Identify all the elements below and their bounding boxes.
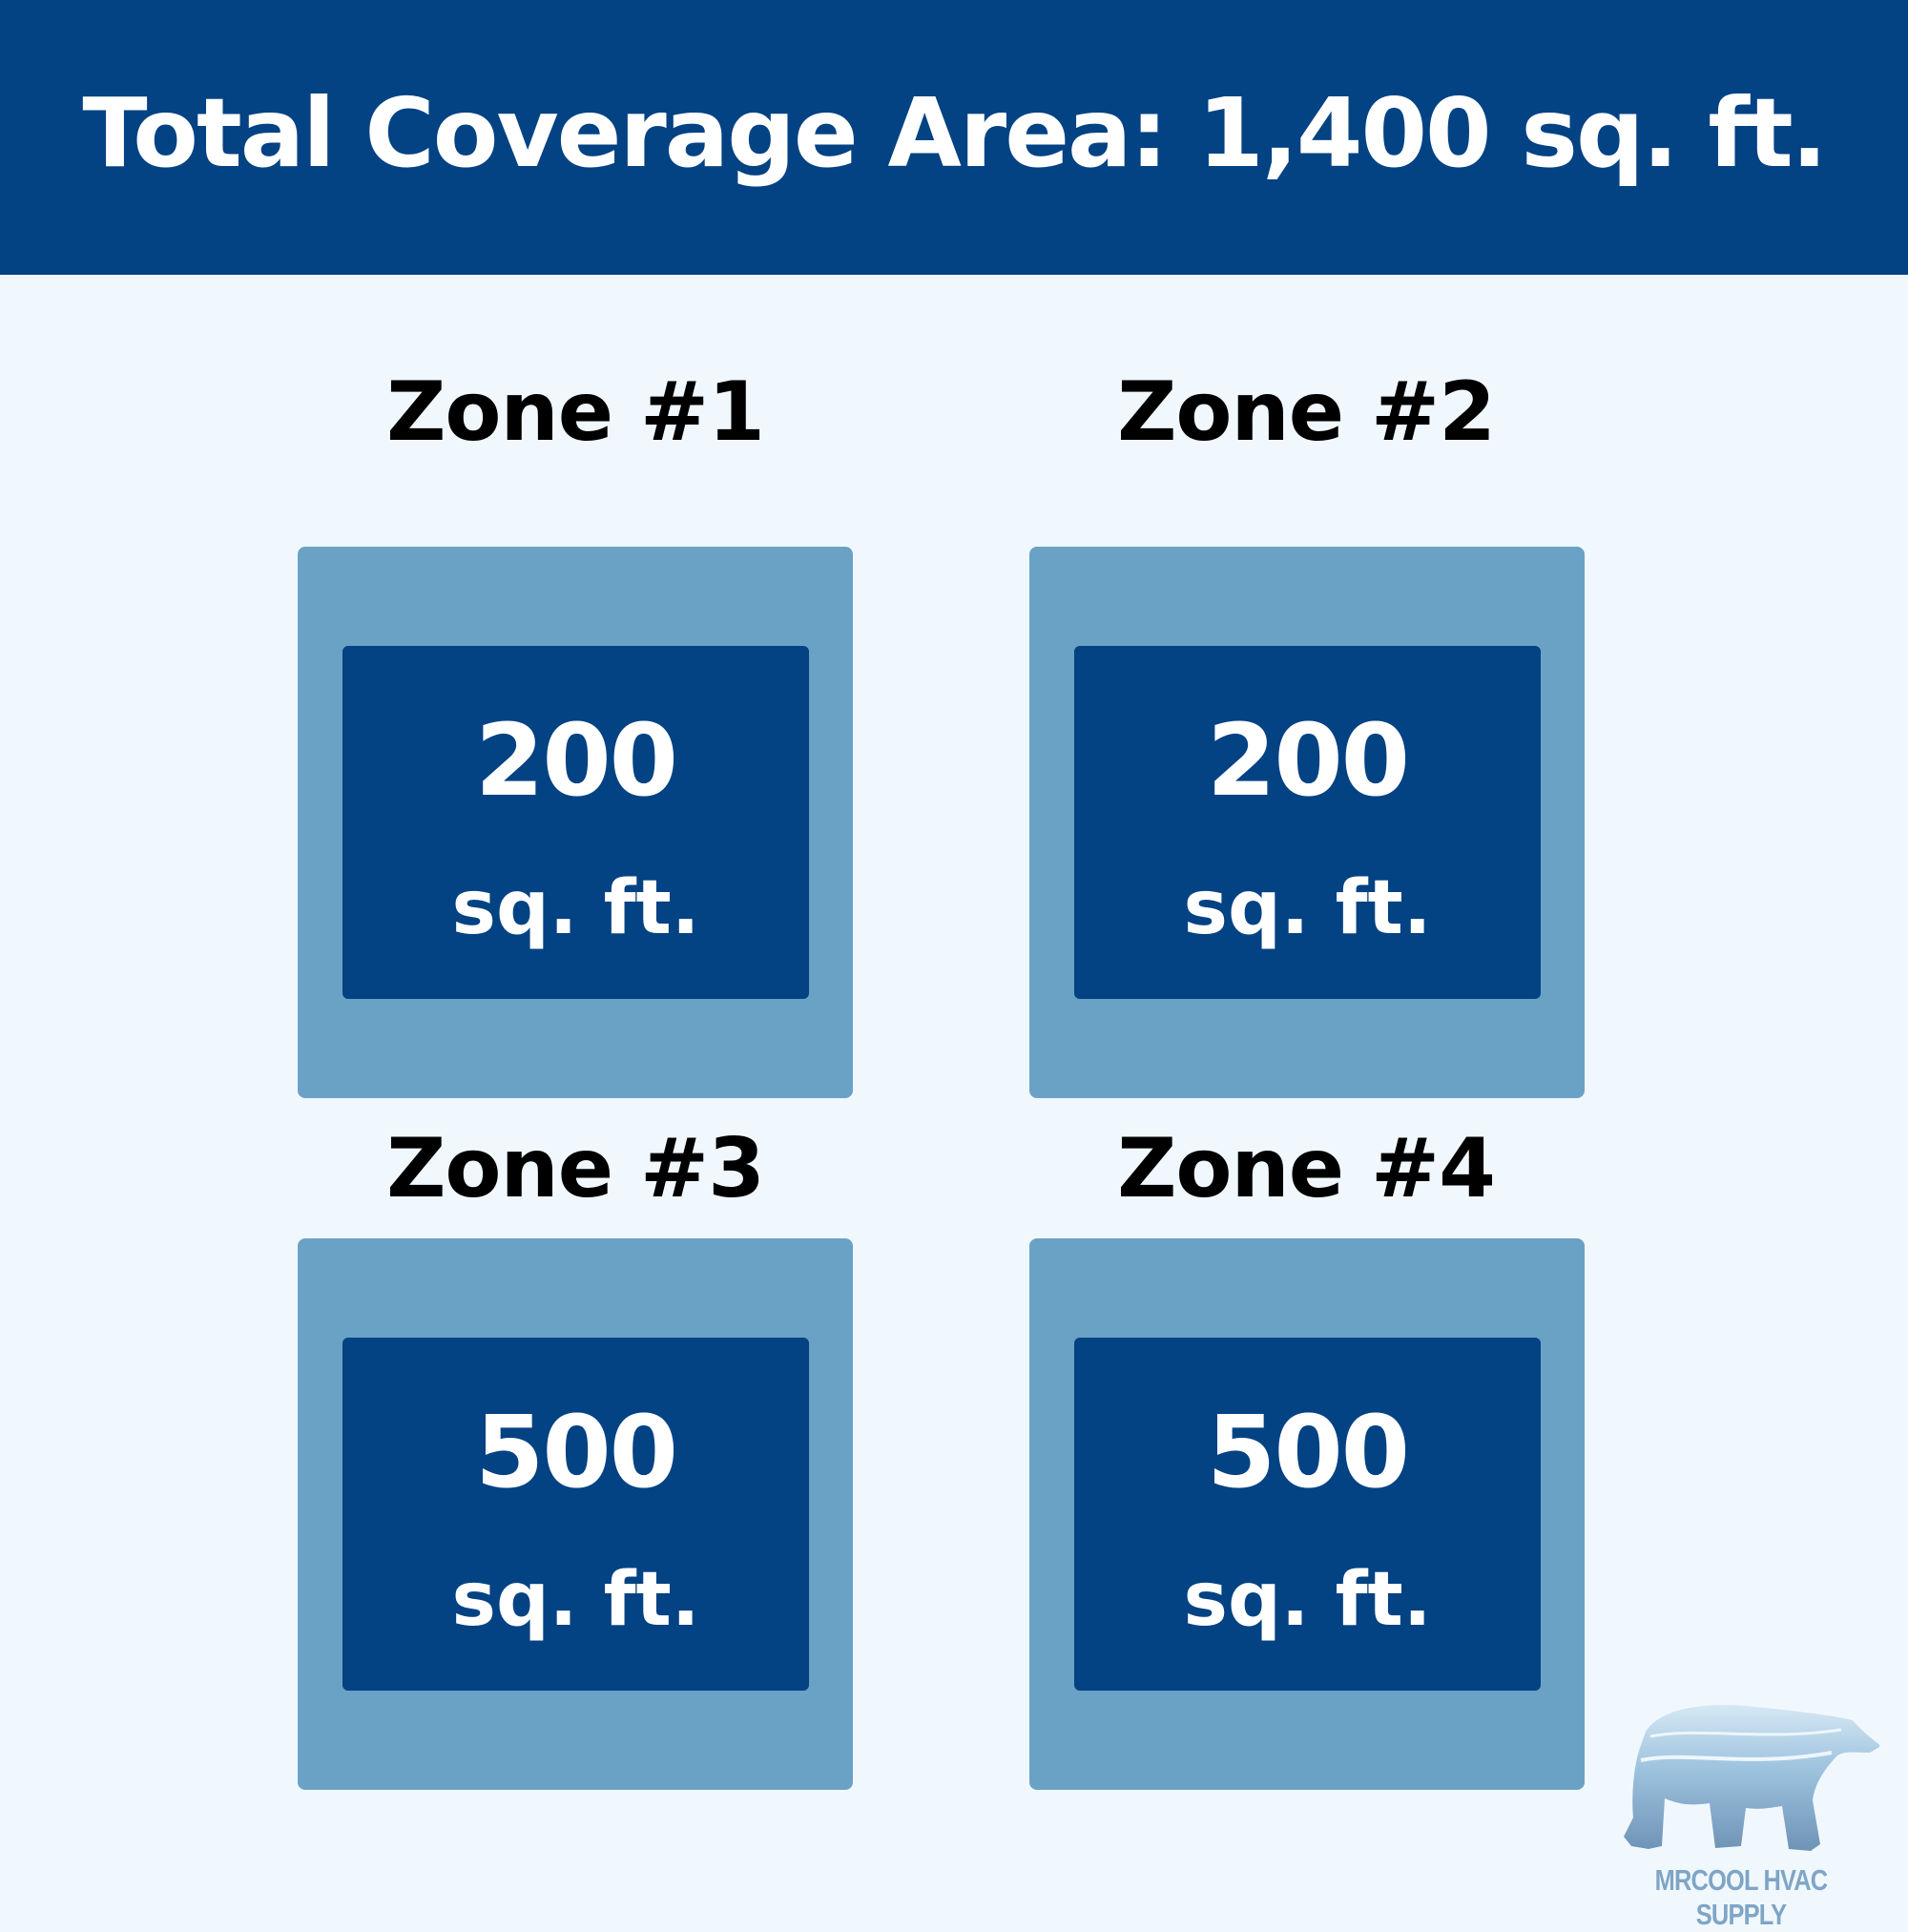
- brand-name: MRCOOL HVAC SUPPLY: [1654, 1863, 1829, 1931]
- zone-2-area-box: 200 sq. ft.: [1074, 646, 1541, 999]
- zone-3-value: 500: [474, 1394, 678, 1510]
- zone-3-card: 500 sq. ft.: [298, 1238, 853, 1790]
- brand-logo: MRCOOL HVAC SUPPLY: [1603, 1693, 1881, 1931]
- zone-2-label: Zone #2: [1117, 364, 1496, 460]
- zone-1-value: 200: [474, 702, 678, 819]
- zone-4-area-box: 500 sq. ft.: [1074, 1338, 1541, 1691]
- zone-1-card: 200 sq. ft.: [298, 547, 853, 1098]
- zone-2-unit: sq. ft.: [1183, 865, 1432, 951]
- header-banner: Total Coverage Area: 1,400 sq. ft.: [0, 0, 1908, 275]
- zone-3-unit: sq. ft.: [451, 1557, 700, 1643]
- zone-1-label: Zone #1: [386, 364, 765, 460]
- polar-bear-icon: [1624, 1704, 1881, 1851]
- zone-2-value: 200: [1206, 702, 1410, 819]
- zone-4-value: 500: [1206, 1394, 1410, 1510]
- zone-3-label: Zone #3: [386, 1121, 765, 1216]
- zone-3-area-box: 500 sq. ft.: [342, 1338, 809, 1691]
- zone-4-label: Zone #4: [1117, 1121, 1496, 1216]
- page-title: Total Coverage Area: 1,400 sq. ft.: [82, 76, 1827, 189]
- zone-1-unit: sq. ft.: [451, 865, 700, 951]
- zone-4-unit: sq. ft.: [1183, 1557, 1432, 1643]
- zone-2-card: 200 sq. ft.: [1029, 547, 1585, 1098]
- zone-4-card: 500 sq. ft.: [1029, 1238, 1585, 1790]
- zone-1-area-box: 200 sq. ft.: [342, 646, 809, 999]
